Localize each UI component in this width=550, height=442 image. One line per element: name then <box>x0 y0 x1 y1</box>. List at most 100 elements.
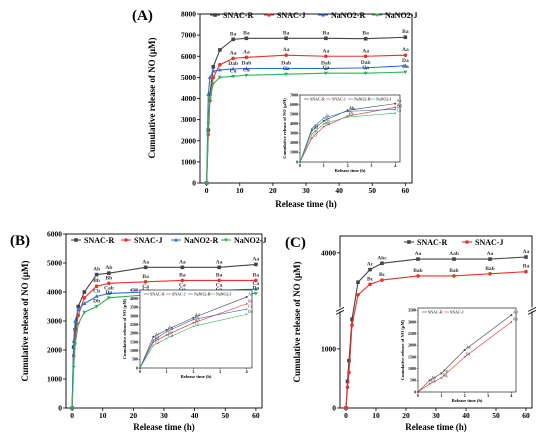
data-point-SNAC-R <box>284 36 288 41</box>
data-point-SNAC-J <box>211 75 216 80</box>
data-label: Ca <box>243 67 250 73</box>
data-point-SNAC-R <box>218 48 222 52</box>
inset-data-label: Be <box>168 330 173 335</box>
panel-label: (C) <box>285 235 306 251</box>
legend-label: SNAC-R <box>223 11 253 20</box>
data-point-SNAC-J <box>284 53 288 57</box>
data-point-SNAC-J <box>347 370 351 375</box>
inset-x-tick-label: 0 <box>299 163 301 168</box>
legend-label: SNAC-R <box>417 238 447 247</box>
inset-point-NaNO2-J <box>152 344 155 347</box>
inset-y-title: Cumulative release of NO (μM) <box>400 319 405 380</box>
y-tick-label: 1000 <box>321 344 336 353</box>
inset-chart: 0 1 2 3 4 0 500 1000 1500 2000 2500 3000 3500 4000 450… <box>122 287 253 379</box>
inset-y-tick-label: 1000 <box>290 150 298 155</box>
axis-break-mark-1 <box>527 306 537 312</box>
inset-y-title: Cumulative release of NO (μM) <box>122 298 127 359</box>
inset-chart: 0 1 2 3 4 0 500 1000 1500 2000 2500 3000 3500 Release… <box>400 308 518 403</box>
inset-point-SNAC-J <box>192 322 195 324</box>
legend-marker-SNAC-J <box>465 240 469 244</box>
x-tick-label: 40 <box>191 411 199 420</box>
data-point-SNAC-J <box>143 280 148 284</box>
inset-point-NaNO2-R <box>394 108 397 111</box>
y-tick-label: 0 <box>192 179 196 188</box>
inset-point-SNAC-R <box>510 314 513 316</box>
inset-y-tick-label: 0 <box>136 365 138 370</box>
inset-y-tick-label: 2500 <box>408 331 416 336</box>
inset-y-tick-label: 4000 <box>130 296 138 301</box>
data-label: Aa <box>216 259 223 265</box>
data-point-NaNO2-J <box>244 73 249 78</box>
data-point-NaNO2-J <box>73 342 78 347</box>
data-label: Bab <box>449 268 458 274</box>
inset-data-label: Db <box>397 104 402 109</box>
data-point-NaNO2-R <box>207 75 212 79</box>
data-point-NaNO2-R <box>323 66 328 70</box>
x-tick-label: 20 <box>269 186 277 195</box>
data-point-NaNO2-R <box>253 286 258 291</box>
inset-y-tick-label: 0 <box>414 389 416 394</box>
data-label: Bc <box>367 276 374 282</box>
inset-data-label: Bc <box>195 314 200 319</box>
inset-point-SNAC-R <box>245 296 248 298</box>
data-point-SNAC-J <box>368 282 372 287</box>
inset-y-tick-label: 2000 <box>290 140 298 145</box>
data-point-SNAC-J <box>94 284 99 289</box>
inset-point-NaNO2-J <box>165 337 168 340</box>
data-point-SNAC-R <box>350 317 354 322</box>
inset-x-tick-label: 1 <box>440 393 442 398</box>
data-label: Ca <box>179 283 186 289</box>
data-label: Ba <box>402 29 409 35</box>
data-label: Aa <box>230 50 237 56</box>
data-point-NaNO2-R <box>73 318 78 323</box>
inset-data-label: Abc <box>349 106 356 111</box>
data-point-NaNO2-R <box>244 66 249 70</box>
legend-label: NaNO2-R <box>184 236 218 245</box>
y-axis-title: Cumulative release of NO (μM) <box>292 262 302 383</box>
data-point-NaNO2-J <box>71 365 76 370</box>
inset-x-title: Release time (h) <box>452 398 483 403</box>
data-point-NaNO2-J <box>206 122 211 127</box>
data-point-NaNO2-R <box>211 68 216 73</box>
inset-data-label: Ag <box>443 368 448 373</box>
inset-point-NaNO2-R <box>322 116 325 119</box>
data-point-NaNO2-J <box>82 310 87 315</box>
data-label: Ca <box>362 65 369 71</box>
inset-chart: 0 1 2 3 4 0 1000 2000 3000 4000 5000 6000 7000 Releas… <box>282 92 402 173</box>
data-label: Ab <box>105 265 112 271</box>
data-point-SNAC-R <box>345 379 350 384</box>
data-point-NaNO2-R <box>217 67 222 72</box>
data-label: Aa <box>142 259 149 265</box>
data-point-SNAC-J <box>107 281 111 286</box>
inset-point-NaNO2-J <box>322 122 325 125</box>
y-tick-label: 6000 <box>47 230 62 239</box>
legend-label: SNAC-R <box>84 236 114 245</box>
inset-point-SNAC-J <box>322 125 325 128</box>
inset-frame <box>139 289 253 369</box>
data-point-SNAC-R <box>94 272 99 277</box>
x-tick-label: 60 <box>522 411 530 420</box>
inset-point-SNAC-R <box>152 335 155 338</box>
y-tick-label: 4000 <box>321 248 336 257</box>
inset-data-label: Dc <box>248 309 253 314</box>
inset-point-NaNO2-R <box>152 339 155 341</box>
inset-x-tick-label: 2 <box>347 163 349 168</box>
inset-data-label: Cf <box>155 335 160 340</box>
inset-point-NaNO2-R <box>165 330 168 333</box>
data-point-NaNO2-R <box>71 339 76 343</box>
y-tick-label: 1000 <box>181 157 196 166</box>
x-tick-label: 10 <box>236 186 244 195</box>
inset-x-tick-label: 4 <box>394 163 396 168</box>
x-tick-label: 50 <box>222 411 230 420</box>
data-label: Aa <box>179 259 186 265</box>
data-point-SNAC-R <box>217 265 221 270</box>
inset-data-label: Bh <box>431 378 436 383</box>
inset-point-NaNO2-R <box>346 110 349 112</box>
y-axis-title: Cumulative release of NO (μM) <box>147 38 157 159</box>
data-label: Bab <box>413 268 422 274</box>
data-point-SNAC-R <box>347 358 351 363</box>
inset-x-tick-label: 4 <box>510 393 512 398</box>
inset-point-NaNO2-J <box>346 116 349 119</box>
x-axis-title: Release time (h) <box>275 199 336 209</box>
